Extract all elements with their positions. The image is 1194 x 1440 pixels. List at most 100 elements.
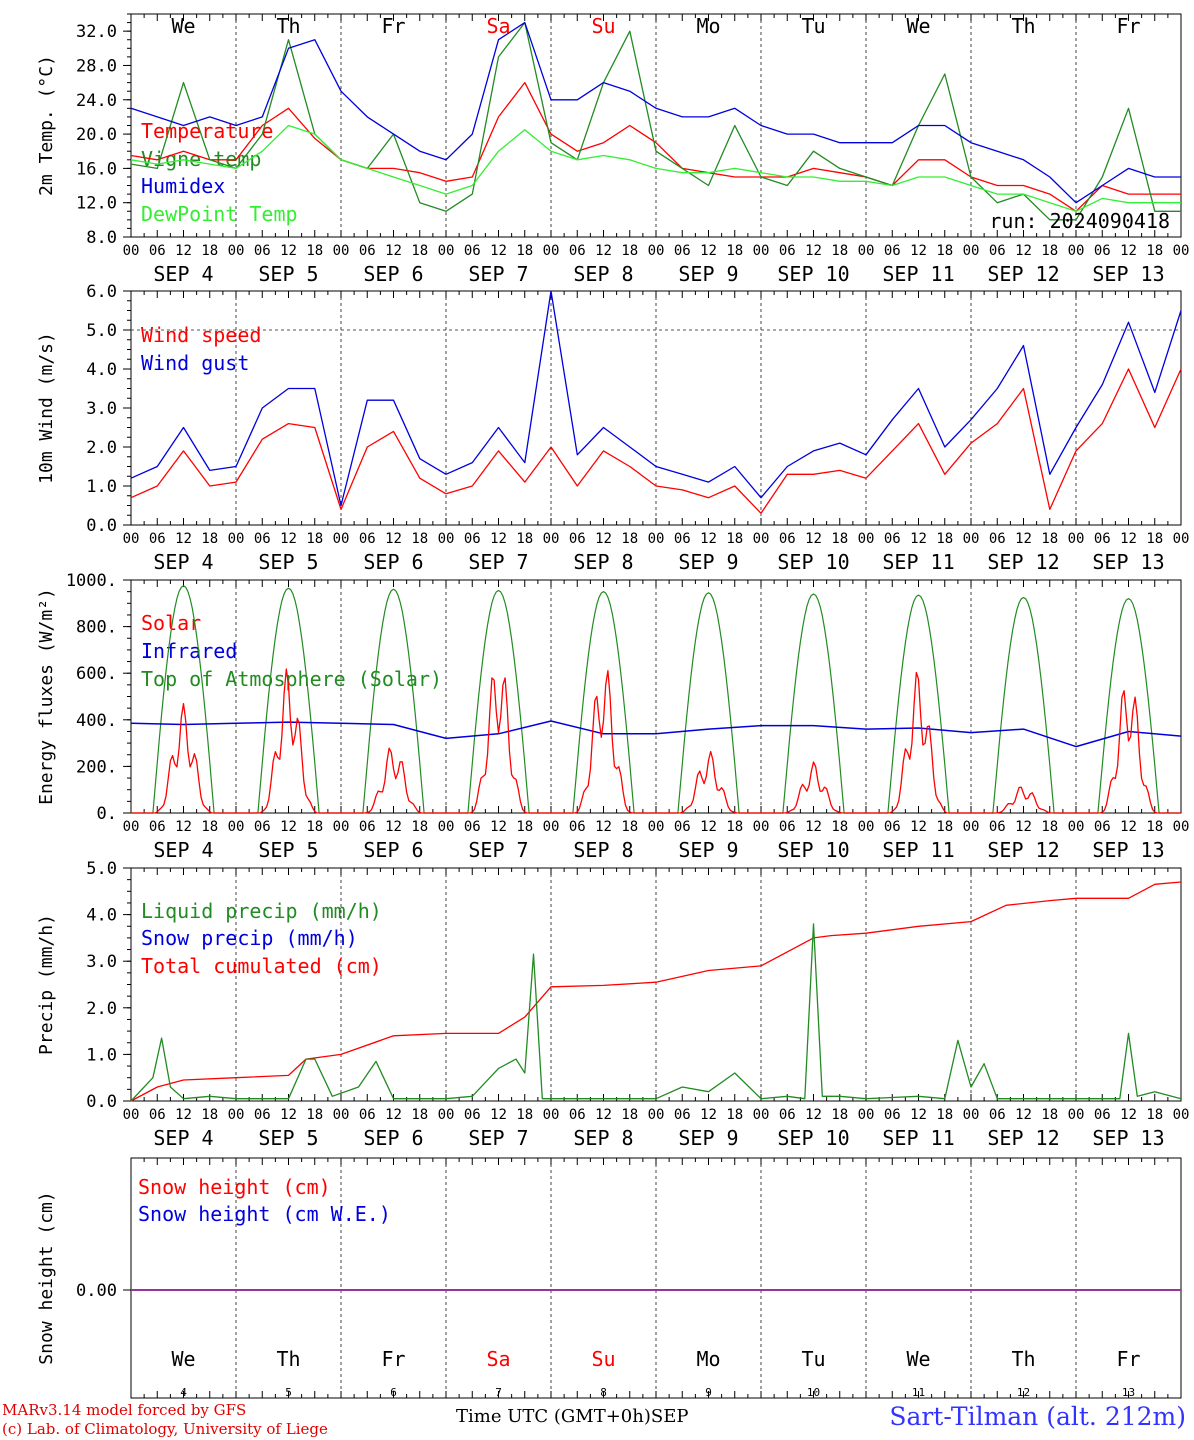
y-tick-label: 1.0	[86, 1045, 117, 1065]
hour-label: 06	[989, 819, 1006, 835]
y-tick-label: 20.0	[76, 125, 117, 145]
legend-humidex: Humidex	[141, 174, 225, 198]
date-label: SEP 5	[258, 1126, 318, 1150]
day-name-top: We	[906, 14, 930, 38]
hour-label: 06	[779, 243, 796, 259]
hour-label: 12	[805, 1107, 822, 1123]
y-tick-label: 0.0	[86, 1092, 117, 1112]
hour-label: 18	[726, 1107, 743, 1123]
hour-label: 00	[1068, 531, 1085, 547]
hour-label: 00	[438, 1107, 455, 1123]
day-number: 12	[1017, 1386, 1030, 1399]
series-wind-speed	[130, 368, 1182, 514]
hour-label: 00	[1173, 531, 1190, 547]
hour-label: 00	[123, 243, 140, 259]
hour-label: 00	[858, 1107, 875, 1123]
hour-label: 00	[228, 819, 245, 835]
hour-label: 00	[543, 531, 560, 547]
hour-label: 06	[359, 819, 376, 835]
day-number: 10	[807, 1386, 820, 1399]
hour-label: 18	[1146, 1107, 1163, 1123]
hour-label: 18	[1146, 819, 1163, 835]
hour-label: 06	[884, 531, 901, 547]
hour-label: 12	[805, 243, 822, 259]
y-tick-label: 5.0	[86, 321, 117, 341]
hour-label: 12	[805, 531, 822, 547]
hour-label: 00	[1173, 819, 1190, 835]
hour-label: 18	[831, 819, 848, 835]
hour-label: 12	[175, 1107, 192, 1123]
y-tick-label: 8.0	[86, 228, 117, 248]
hour-label: 00	[1068, 243, 1085, 259]
hour-label: 18	[411, 819, 428, 835]
hour-label: 18	[936, 243, 953, 259]
hour-label: 12	[700, 819, 717, 835]
series-dewpoint-temp	[130, 124, 1181, 212]
day-name-top: Th	[1011, 14, 1035, 38]
y-tick-label: 5.0	[86, 859, 117, 879]
hour-label: 18	[201, 531, 218, 547]
day-name-bottom: Fr	[1116, 1347, 1140, 1371]
hour-label: 18	[1041, 243, 1058, 259]
day-number: 6	[390, 1386, 397, 1399]
date-label: SEP 8	[573, 838, 633, 862]
date-label: SEP 6	[363, 550, 423, 574]
hour-label: 00	[648, 1107, 665, 1123]
hour-label: 06	[254, 1107, 271, 1123]
time-axis-label: Time UTC (GMT+0h)SEP	[456, 1406, 688, 1427]
hour-label: 18	[1041, 819, 1058, 835]
series-temperature	[130, 81, 1181, 212]
hour-label: 00	[963, 243, 980, 259]
legend-snow-height-cm-w-e-: Snow height (cm W.E.)	[138, 1202, 391, 1226]
hour-label: 06	[569, 1107, 586, 1123]
hour-label: 06	[989, 243, 1006, 259]
hour-label: 00	[753, 531, 770, 547]
hour-label: 06	[254, 531, 271, 547]
legend-top-of-atmosphere-solar-: Top of Atmosphere (Solar)	[141, 667, 442, 691]
y-tick-label: 12.0	[76, 194, 117, 214]
hour-label: 18	[621, 1107, 638, 1123]
day-name-bottom: We	[171, 1347, 195, 1371]
legend-wind-gust: Wind gust	[141, 351, 249, 375]
hour-label: 06	[1094, 1107, 1111, 1123]
series-vigne-temp	[130, 21, 1181, 221]
series-humidex	[130, 21, 1181, 204]
y-tick-label: 4.0	[86, 360, 117, 380]
day-name-bottom: Tu	[801, 1347, 825, 1371]
legend-snow-height-cm-: Snow height (cm)	[138, 1175, 331, 1199]
hour-label: 18	[831, 243, 848, 259]
date-label: SEP 10	[777, 838, 849, 862]
hour-label: 12	[490, 243, 507, 259]
date-label: SEP 10	[777, 550, 849, 574]
y-tick-label: 0.0	[86, 516, 117, 536]
hour-label: 12	[175, 819, 192, 835]
hour-label: 06	[1094, 819, 1111, 835]
hour-label: 12	[910, 531, 927, 547]
hour-label: 00	[753, 1107, 770, 1123]
hour-label: 12	[1120, 243, 1137, 259]
hour-label: 12	[280, 243, 297, 259]
legend-dewpoint-temp: DewPoint Temp	[141, 202, 298, 226]
day-name-bottom: Mo	[696, 1347, 720, 1371]
energy-panel: 0. 200. 400. 600. 800. 1000. Energy fluxes (W/…	[36, 571, 1189, 862]
date-label: SEP 4	[153, 1126, 213, 1150]
series-liquid-precip-mm-h-	[130, 923, 1182, 1102]
legend-liquid-precip-mm-h-: Liquid precip (mm/h)	[141, 899, 382, 923]
y-tick-label: 800.	[76, 618, 117, 638]
date-label: SEP 9	[678, 550, 738, 574]
hour-label: 18	[201, 819, 218, 835]
hour-label: 12	[1120, 819, 1137, 835]
date-label: SEP 12	[987, 1126, 1059, 1150]
hour-label: 18	[726, 531, 743, 547]
hour-label: 12	[910, 1107, 927, 1123]
date-label: SEP 6	[363, 838, 423, 862]
date-label: SEP 11	[882, 262, 954, 286]
precip-ylabel: Precip (mm/h)	[36, 914, 57, 1055]
hour-label: 06	[674, 243, 691, 259]
day-name-top: Mo	[696, 14, 720, 38]
hour-label: 00	[333, 1107, 350, 1123]
hour-label: 00	[858, 531, 875, 547]
hour-label: 12	[280, 819, 297, 835]
hour-label: 06	[674, 819, 691, 835]
legend-snow-precip-mm-h-: Snow precip (mm/h)	[141, 926, 358, 950]
